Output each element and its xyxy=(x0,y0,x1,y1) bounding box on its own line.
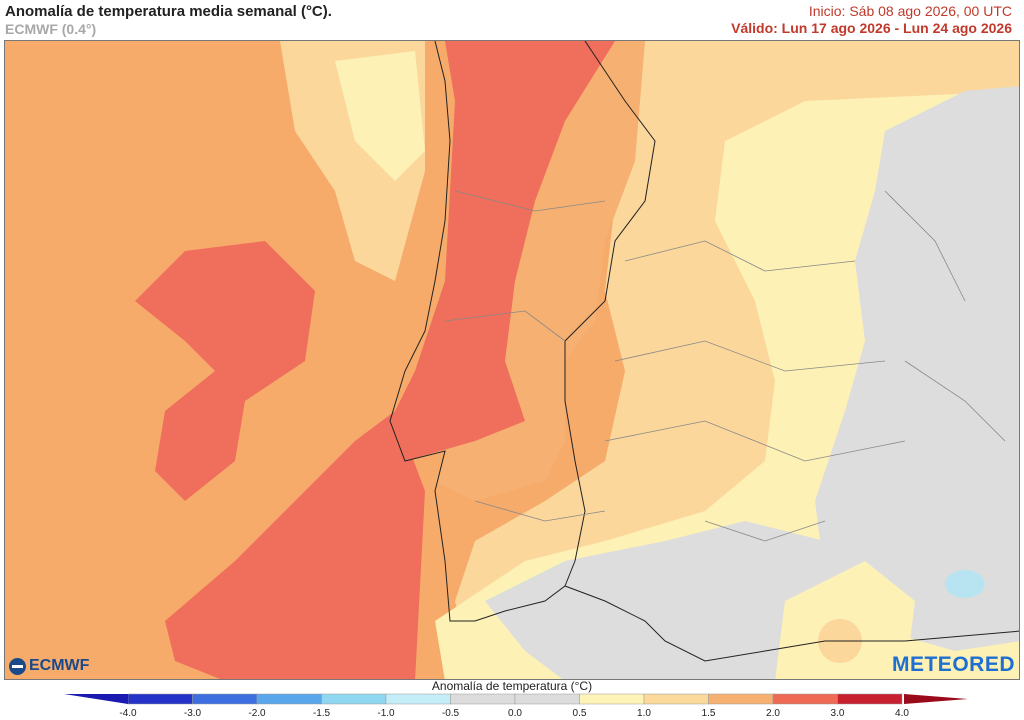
colorbar-arrow-left xyxy=(64,694,128,704)
colorbar-tick-label: 0.5 xyxy=(572,708,587,719)
colorbar-segment xyxy=(514,693,580,705)
colorbar-tick-label: 2.0 xyxy=(766,708,780,719)
colorbar-tick-label: 4.0 xyxy=(895,708,909,719)
init-time: Inicio: Sáb 08 ago 2026, 00 UTC xyxy=(808,3,1012,19)
ecmwf-logo-text: ECMWF xyxy=(29,657,90,674)
colorbar-segment xyxy=(385,693,451,705)
colorbar-tick-label: -4.0 xyxy=(119,708,137,719)
colorbar-segment xyxy=(579,693,645,705)
colorbar-segment xyxy=(321,693,387,705)
colorbar-tick-label: 1.5 xyxy=(701,708,716,719)
valid-period: Válido: Lun 17 ago 2026 - Lun 24 ago 202… xyxy=(731,20,1012,36)
border-line xyxy=(564,41,656,587)
anomaly-cold-spot xyxy=(945,570,985,598)
anomaly-southwest-warm xyxy=(165,411,425,679)
regional-borders xyxy=(444,190,1006,542)
colorbar-tick-label: -1.5 xyxy=(312,708,331,719)
meteored-logo: METEORED xyxy=(891,653,1015,676)
anomaly-pale-offshore-inner xyxy=(335,51,425,181)
anomaly-coastal-core xyxy=(385,41,615,461)
colorbar-arrow-right xyxy=(904,694,968,704)
anomaly-offshore-blob xyxy=(135,241,315,501)
colorbar-segment xyxy=(192,693,258,705)
colorbar-tick-label: -0.5 xyxy=(441,708,460,719)
map-title: Anomalía de temperatura media semanal (°… xyxy=(5,3,332,20)
colorbar-tick-label: -3.0 xyxy=(183,708,202,719)
colorbar-segment xyxy=(127,693,193,705)
anomaly-map: ECMWF METEORED xyxy=(4,40,1020,680)
colorbar-segment xyxy=(772,693,838,705)
colorbar-segment xyxy=(708,693,774,705)
colorbar-segment xyxy=(450,693,516,705)
colorbar-segment xyxy=(837,693,903,705)
colorbar-tick-label: 1.0 xyxy=(637,708,651,719)
colorbar-segment xyxy=(256,693,322,705)
colorbar-tick-label: 3.0 xyxy=(830,708,845,719)
ecmwf-logo: ECMWF xyxy=(9,657,89,675)
colorbar-segment xyxy=(643,693,709,705)
legend-title: Anomalía de temperatura (°C) xyxy=(431,679,593,693)
ecmwf-logo-icon xyxy=(9,657,26,675)
colorbar-tick-label: -2.0 xyxy=(248,708,266,719)
colorbar-tick-label: 0.0 xyxy=(508,708,522,719)
coastline xyxy=(389,41,1019,662)
colorbar xyxy=(64,693,968,705)
colorbar-tick-label: -1.0 xyxy=(377,708,395,719)
model-label: ECMWF (0.4°) xyxy=(5,21,97,37)
